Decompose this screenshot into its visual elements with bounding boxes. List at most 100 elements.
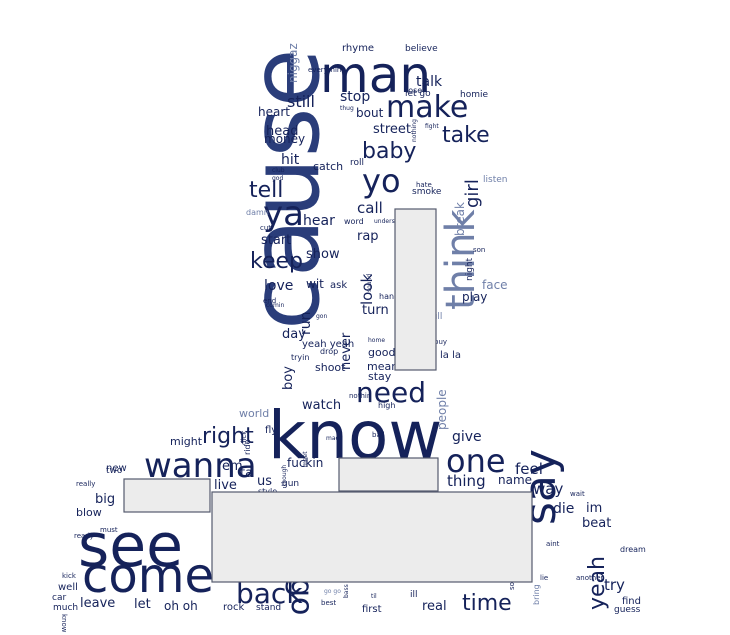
cloud-word: kick — [62, 572, 77, 580]
cloud-word: name — [498, 473, 532, 487]
cloud-word: people — [435, 389, 449, 430]
cloud-word: damn — [246, 208, 269, 217]
cloud-word: lie — [540, 574, 548, 582]
cloud-word: shoot — [315, 361, 346, 374]
cloud-word: show — [306, 247, 340, 262]
cloud-word: fuckin — [287, 456, 323, 470]
cloud-word: real — [422, 599, 447, 614]
cloud-word: buy — [434, 338, 447, 346]
cloud-word: rhyme — [342, 43, 374, 54]
cloud-word: ill — [410, 590, 418, 600]
cloud-word: watch — [302, 398, 341, 413]
cloud-word: dick — [240, 430, 248, 445]
cloud-word: son — [473, 246, 485, 254]
cloud-word: hand — [379, 292, 399, 301]
cloud-word: head — [266, 124, 298, 139]
cloud-word: tryin — [291, 353, 309, 362]
cloud-word: call — [357, 199, 383, 217]
cloud-word: la la — [440, 350, 461, 361]
cloud-word: ready — [74, 532, 94, 540]
cloud-word: play — [462, 290, 487, 304]
cloud-word: wait — [570, 490, 585, 498]
cloud-word: though — [281, 465, 288, 486]
cloud-word: wit — [306, 277, 324, 291]
cloud-word: big — [95, 492, 115, 507]
cloud-word: ta — [240, 466, 253, 481]
cloud-word: keep — [250, 249, 303, 274]
cloud-word: really — [76, 480, 95, 488]
cloud-word: let — [134, 597, 151, 612]
cloud-word: break — [453, 202, 467, 236]
cloud-word: leave — [80, 596, 115, 611]
cloud-word: well — [58, 582, 78, 593]
cloud-word: everything — [308, 66, 346, 74]
cloud-word: good — [368, 346, 395, 359]
cloud-word: try — [604, 576, 625, 594]
cloud-word: bass — [343, 584, 350, 598]
cloud-word: stop — [340, 89, 370, 105]
cloud-word: must — [100, 526, 118, 534]
cloud-word: mean — [367, 360, 398, 373]
cloud-word: might — [170, 435, 203, 448]
cloud-word: rock — [223, 602, 245, 613]
cloud-word: find — [622, 596, 641, 607]
cloud-word: look — [358, 273, 376, 305]
cloud-word: girl — [462, 179, 483, 208]
cloud-word: nothin — [349, 392, 371, 400]
cloud-word: never — [339, 332, 354, 370]
cloud-word: ball — [372, 431, 385, 439]
cloud-word: start — [261, 233, 291, 248]
cloud-word: niggaz — [286, 43, 300, 83]
cloud-word: heart — [258, 105, 290, 119]
cloud-word: bring — [532, 584, 541, 605]
cloud-word: come — [82, 548, 214, 604]
cloud-word: dream — [620, 545, 646, 554]
cloud-word: new — [106, 463, 127, 474]
cloud-word: aint — [546, 540, 560, 548]
cloud-word: club — [272, 167, 285, 174]
cloud-word: money — [264, 132, 305, 146]
cloud-word: bout — [356, 106, 384, 120]
cloud-word: im — [586, 501, 602, 516]
cloud-word: go — [284, 578, 319, 615]
cloud-word: comin — [266, 302, 284, 309]
cloud-word: think — [438, 209, 484, 311]
redaction-box — [123, 478, 211, 513]
cloud-word: thing — [447, 472, 486, 490]
cloud-word: drop — [320, 347, 338, 356]
cloud-word: understand — [374, 218, 409, 225]
cloud-word: gon — [316, 313, 327, 320]
cloud-word: way — [533, 480, 563, 498]
cloud-word: let go — [405, 89, 431, 99]
cloud-word: cause — [229, 48, 341, 330]
cloud-word: yeah yeah — [302, 339, 354, 350]
cloud-word: hear — [303, 213, 335, 229]
cloud-word: rap — [357, 229, 379, 244]
cloud-word: much — [53, 603, 78, 613]
cloud-word: know know — [60, 614, 68, 635]
cloud-word: fly — [265, 425, 277, 436]
cloud-word: ask — [330, 280, 347, 291]
cloud-word: boy — [281, 366, 296, 390]
cloud-word: talk — [416, 74, 443, 90]
cloud-word: ya — [263, 194, 304, 234]
cloud-word: make — [386, 90, 468, 125]
cloud-word: beat — [582, 516, 611, 531]
cloud-word: oh oh — [164, 599, 198, 613]
cloud-word: yeah — [585, 556, 610, 610]
cloud-word: fight — [425, 123, 439, 130]
cloud-word: live — [214, 478, 237, 493]
cloud-word: homie — [460, 90, 488, 100]
cloud-word: day — [282, 327, 306, 342]
cloud-word: blow — [76, 506, 102, 519]
cloud-word: mad — [326, 435, 340, 442]
cloud-word: gun — [282, 479, 299, 489]
cloud-word: lose — [406, 86, 422, 95]
cloud-word: one — [446, 442, 506, 480]
cloud-word: baby — [362, 139, 416, 164]
cloud-word: em — [222, 459, 243, 474]
cloud-word: stand — [256, 603, 281, 613]
cloud-word: go go — [324, 588, 341, 595]
cloud-word: see — [78, 511, 183, 581]
